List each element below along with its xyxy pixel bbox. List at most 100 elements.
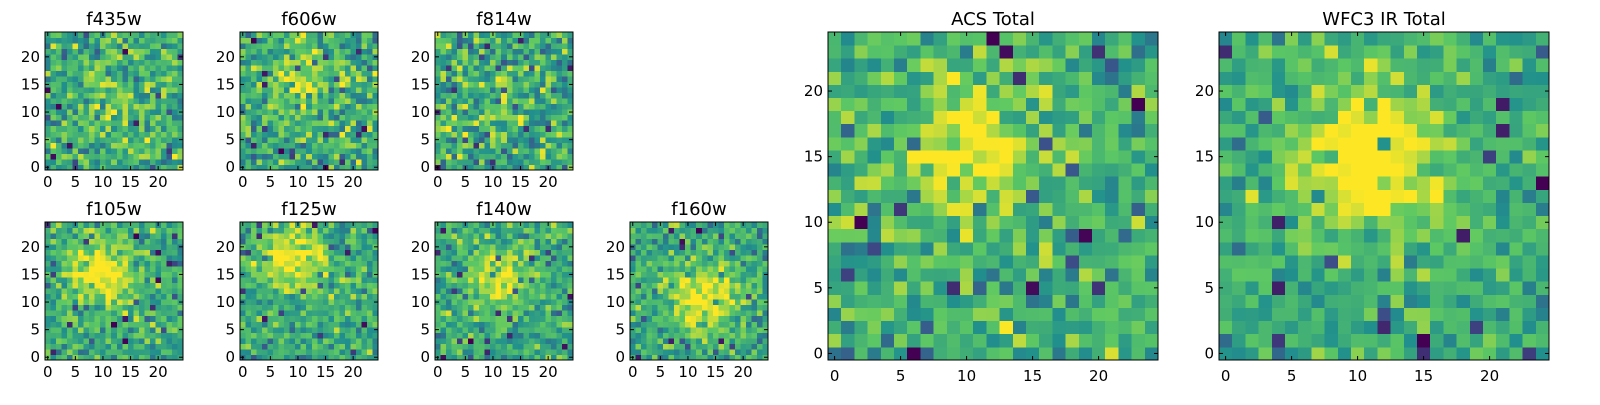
heatmap-cell <box>636 250 642 256</box>
heatmap-cell <box>828 294 842 308</box>
heatmap-cell <box>51 233 57 239</box>
heatmap-cell <box>262 126 268 132</box>
heatmap-cell <box>339 93 345 99</box>
heatmap-cell <box>361 272 367 278</box>
heatmap-cell <box>95 310 101 316</box>
heatmap-cell <box>641 343 647 349</box>
heatmap-cell <box>854 163 868 177</box>
heatmap-cell <box>251 109 257 115</box>
heatmap-cell <box>273 327 279 333</box>
heatmap-cell <box>545 310 551 316</box>
heatmap-cell <box>306 233 312 239</box>
heatmap-cell <box>529 272 535 278</box>
heatmap-cell <box>62 261 68 267</box>
heatmap-cell <box>144 332 150 338</box>
heatmap-cell <box>881 334 895 348</box>
heatmap-cell <box>312 228 318 234</box>
heatmap-cell <box>89 65 95 71</box>
heatmap-cell <box>246 288 252 294</box>
heatmap-cell <box>463 120 469 126</box>
heatmap-cell <box>257 349 263 355</box>
heatmap-cell <box>474 120 480 126</box>
heatmap-cell <box>702 343 708 349</box>
heatmap-cell <box>367 305 373 311</box>
heatmap-cell <box>540 76 546 82</box>
heatmap-cell <box>474 104 480 110</box>
heatmap-cell <box>474 283 480 289</box>
heatmap-cell <box>707 327 713 333</box>
heatmap-cell <box>545 142 551 148</box>
heatmap-cell <box>172 316 178 322</box>
heatmap-cell <box>251 54 257 60</box>
heatmap-cell <box>295 233 301 239</box>
heatmap-cell <box>757 349 763 355</box>
heatmap-cell <box>441 142 447 148</box>
heatmap-cell <box>485 142 491 148</box>
heatmap-cell <box>339 137 345 143</box>
heatmap-cell <box>78 239 84 245</box>
heatmap-cell <box>139 321 145 327</box>
heatmap-cell <box>724 261 730 267</box>
heatmap-cell <box>334 153 340 159</box>
heatmap-cell <box>301 87 307 93</box>
heatmap-cell <box>529 115 535 121</box>
heatmap-cell <box>685 266 691 272</box>
heatmap-cell <box>240 343 246 349</box>
heatmap-cell <box>155 65 161 71</box>
heatmap-cell <box>246 321 252 327</box>
heatmap-cell <box>630 255 636 261</box>
heatmap-cell <box>122 338 128 344</box>
heatmap-cell <box>262 93 268 99</box>
heatmap-cell <box>295 38 301 44</box>
heatmap-cell <box>273 131 279 137</box>
heatmap-cell <box>674 239 680 245</box>
heatmap-cell <box>246 76 252 82</box>
heatmap-cell <box>496 109 502 115</box>
heatmap-cell <box>317 316 323 322</box>
heatmap-cell <box>501 332 507 338</box>
heatmap-cell <box>290 71 296 77</box>
heatmap-cell <box>328 299 334 305</box>
heatmap-cell <box>729 299 735 305</box>
heatmap-cell <box>144 76 150 82</box>
heatmap-cell <box>545 115 551 121</box>
heatmap-cell <box>133 228 139 234</box>
heatmap-cell <box>479 54 485 60</box>
heatmap-cell <box>301 222 307 228</box>
x-tick-label: 10 <box>288 363 307 381</box>
heatmap-cell <box>111 115 117 121</box>
heatmap-cell <box>523 153 529 159</box>
heatmap-cell <box>545 233 551 239</box>
heatmap-cell <box>273 310 279 316</box>
heatmap-cell <box>490 137 496 143</box>
heatmap-cell <box>746 332 752 338</box>
heatmap-cell <box>306 93 312 99</box>
heatmap-cell <box>973 281 987 295</box>
heatmap-cell <box>713 266 719 272</box>
heatmap-cell <box>641 266 647 272</box>
heatmap-cell <box>257 87 263 93</box>
heatmap-cell <box>284 349 290 355</box>
heatmap-cell <box>685 316 691 322</box>
heatmap-cell <box>356 310 362 316</box>
heatmap-cell <box>556 261 562 267</box>
heatmap-cell <box>345 43 351 49</box>
heatmap-cell <box>746 305 752 311</box>
heatmap-cell <box>446 76 452 82</box>
heatmap-cell <box>452 261 458 267</box>
heatmap-cell <box>1079 163 1093 177</box>
heatmap-cell <box>457 98 463 104</box>
heatmap-cell <box>540 239 546 245</box>
heatmap-cell <box>161 343 167 349</box>
heatmap-cell <box>117 38 123 44</box>
heatmap-cell <box>556 343 562 349</box>
heatmap-cell <box>496 76 502 82</box>
heatmap-cell <box>62 305 68 311</box>
heatmap-cell <box>122 228 128 234</box>
heatmap-cell <box>328 142 334 148</box>
heatmap-cell <box>523 305 529 311</box>
y-tick-label: 20 <box>216 238 235 256</box>
heatmap-cell <box>735 244 741 250</box>
heatmap-cell <box>894 163 908 177</box>
heatmap-cell <box>457 32 463 38</box>
